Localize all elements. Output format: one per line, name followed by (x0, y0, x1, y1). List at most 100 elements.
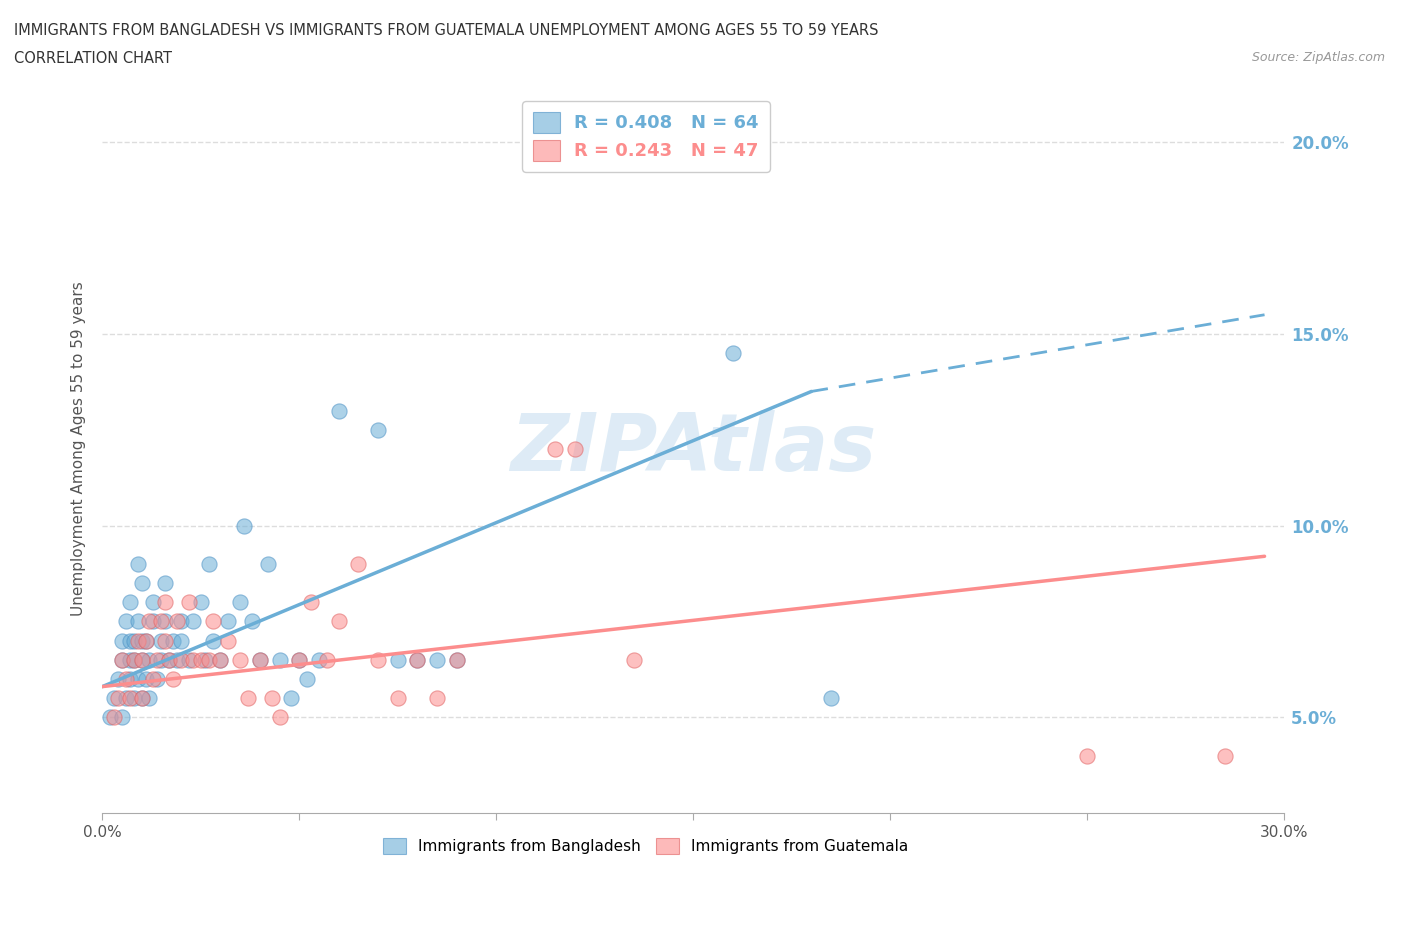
Point (564, 442, 586, 457)
Point (190, 595, 212, 610)
Point (367, 652, 389, 667)
Point (135, 633, 157, 648)
Point (157, 652, 180, 667)
Point (426, 652, 449, 667)
Point (118, 652, 141, 667)
Point (127, 614, 149, 629)
Point (367, 422, 389, 437)
Point (240, 614, 263, 629)
Point (111, 633, 134, 648)
Point (122, 652, 145, 667)
Point (138, 691, 160, 706)
Point (155, 633, 177, 648)
Point (217, 633, 239, 648)
Point (446, 652, 468, 667)
Point (131, 652, 153, 667)
Text: ZIPAtlas: ZIPAtlas (510, 410, 876, 488)
Point (98, 710, 121, 724)
Point (181, 652, 204, 667)
Point (315, 652, 337, 667)
Text: IMMIGRANTS FROM BANGLADESH VS IMMIGRANTS FROM GUATEMALA UNEMPLOYMENT AMONG AGES : IMMIGRANTS FROM BANGLADESH VS IMMIGRANTS… (14, 23, 879, 38)
Point (387, 652, 409, 667)
Point (150, 633, 173, 648)
Point (131, 652, 153, 667)
Point (269, 652, 291, 667)
Point (146, 671, 169, 686)
Point (162, 671, 184, 686)
Point (170, 614, 193, 629)
Point (103, 691, 125, 706)
Point (387, 691, 409, 706)
Point (190, 652, 212, 667)
Point (157, 652, 180, 667)
Point (170, 633, 193, 648)
Point (115, 691, 138, 706)
Point (122, 652, 145, 667)
Point (194, 652, 217, 667)
Point (197, 556, 219, 571)
Point (155, 614, 177, 629)
Point (142, 614, 165, 629)
Point (103, 710, 125, 724)
Point (328, 404, 350, 418)
Point (308, 652, 330, 667)
Point (166, 652, 188, 667)
Point (111, 652, 134, 667)
Point (118, 633, 141, 648)
Legend: Immigrants from Bangladesh, Immigrants from Guatemala: Immigrants from Bangladesh, Immigrants f… (377, 832, 915, 860)
Point (138, 614, 160, 629)
Point (111, 710, 134, 724)
Point (446, 652, 468, 667)
Point (288, 652, 311, 667)
Point (150, 652, 173, 667)
Point (118, 595, 141, 610)
Point (229, 595, 252, 610)
Point (115, 671, 138, 686)
Point (131, 633, 153, 648)
Point (177, 595, 200, 610)
Point (197, 652, 219, 667)
Point (155, 595, 177, 610)
Point (131, 576, 153, 591)
Text: Source: ZipAtlas.com: Source: ZipAtlas.com (1251, 51, 1385, 64)
Point (256, 556, 278, 571)
Point (249, 652, 271, 667)
Point (295, 671, 318, 686)
Point (118, 671, 141, 686)
Point (406, 652, 429, 667)
Point (138, 652, 160, 667)
Point (131, 691, 153, 706)
Point (142, 595, 165, 610)
Point (820, 691, 842, 706)
Point (162, 633, 184, 648)
Point (260, 691, 283, 706)
Point (107, 671, 129, 686)
Point (209, 652, 232, 667)
Point (233, 518, 256, 533)
Point (177, 652, 200, 667)
Point (118, 691, 141, 706)
Point (115, 614, 138, 629)
Point (181, 614, 204, 629)
Text: CORRELATION CHART: CORRELATION CHART (14, 51, 172, 66)
Point (544, 442, 567, 457)
Point (209, 652, 232, 667)
Point (328, 614, 350, 629)
Point (142, 671, 165, 686)
Point (236, 691, 259, 706)
Point (111, 652, 134, 667)
Point (155, 576, 177, 591)
Point (146, 652, 169, 667)
Point (721, 346, 744, 361)
Point (135, 671, 157, 686)
Point (406, 652, 429, 667)
Point (1076, 749, 1098, 764)
Point (122, 691, 145, 706)
Point (201, 614, 224, 629)
Point (150, 614, 173, 629)
Y-axis label: Unemployment Among Ages 55 to 59 years: Unemployment Among Ages 55 to 59 years (72, 282, 86, 617)
Point (135, 633, 157, 648)
Point (201, 633, 224, 648)
Point (347, 556, 370, 571)
Point (229, 652, 252, 667)
